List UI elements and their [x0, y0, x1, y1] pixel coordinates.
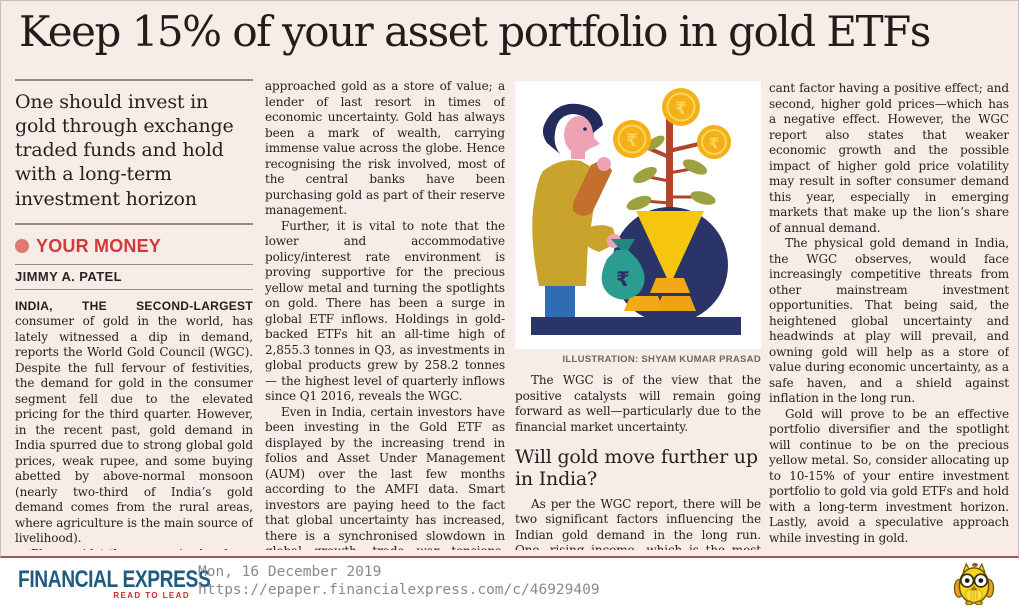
illustration-caption: ILLUSTRATION: SHYAM KUMAR PRASAD [562, 354, 761, 365]
article-body: cant factor having a positive effect; an… [769, 81, 1009, 546]
rupee-coin-icon: ₹ [662, 88, 700, 126]
article-column-3: ₹ ₹ ₹ [515, 81, 761, 550]
divider [15, 79, 253, 81]
thinking-man-figure [532, 103, 621, 317]
svg-text:₹: ₹ [709, 135, 719, 153]
clip-stamp: Mon, 16 December 2019 https://epaper.fin… [198, 563, 600, 599]
financial-express-wordmark: FINANCIAL EXPRESS [18, 566, 211, 593]
article-body: approached gold as a store of value; a l… [265, 79, 505, 550]
financial-express-tagline: READ TO LEAD [113, 591, 190, 600]
rupee-coin-icon: ₹ [697, 125, 731, 159]
financial-express-logo: FINANCIAL EXPRESS READ TO LEAD [18, 566, 258, 600]
article-paragraph: The physical gold demand in India, the W… [769, 236, 1009, 405]
article-column-4: cant factor having a positive effect; an… [769, 81, 1009, 550]
article-headline: Keep 15% of your asset portfolio in gold… [19, 7, 931, 56]
gold-tree-illustration: ₹ ₹ ₹ [515, 81, 761, 349]
rupee-coin-icon: ₹ [613, 120, 651, 158]
clip-date: Mon, 16 December 2019 [198, 564, 382, 580]
article-body: INDIA, THE SECOND-LARGEST consumer of go… [15, 299, 253, 550]
article-lead-in: INDIA, THE SECOND-LARGEST [15, 298, 253, 313]
section-kicker-label: YOUR MONEY [36, 235, 162, 256]
gold-bars-icon [612, 207, 728, 323]
article-paragraph: The WGC is of the view that the positive… [515, 373, 761, 434]
divider [15, 263, 253, 265]
article-subhead: Will gold move further up in India? [515, 446, 758, 491]
ground-bar-shape [531, 317, 741, 335]
section-kicker: YOUR MONEY [15, 236, 253, 257]
money-bag-icon: ₹ [601, 239, 645, 300]
article-paragraph: Gold will prove to be an effective portf… [769, 406, 1009, 545]
newspaper-clip: Keep 15% of your asset portfolio in gold… [0, 0, 1019, 558]
clip-url-link[interactable]: https://epaper.financialexpress.com/c/46… [198, 582, 600, 598]
article-column-1: One should invest in gold through exchan… [15, 79, 253, 550]
article-paragraph: INDIA, THE SECOND-LARGEST consumer of go… [15, 299, 253, 547]
article-paragraph-text: consumer of gold in the world, has latel… [15, 314, 253, 546]
svg-text:₹: ₹ [626, 131, 638, 151]
article-paragraph: Further, it is vital to note that the lo… [265, 218, 505, 404]
article-paragraph: Even in India, certain investors have be… [265, 404, 505, 551]
article-paragraph: cant factor having a positive effect; an… [769, 81, 1009, 235]
epaper-footer: FINANCIAL EXPRESS READ TO LEAD Mon, 16 D… [0, 560, 1021, 606]
divider [15, 222, 253, 225]
divider [15, 288, 253, 290]
article-body: As per the WGC report, there will be two… [515, 497, 761, 550]
svg-text:₹: ₹ [616, 267, 630, 291]
svg-text:₹: ₹ [675, 99, 687, 119]
article-byline: JIMMY A. PATEL [15, 268, 122, 284]
bullet-icon [15, 239, 29, 254]
article-column-2: approached gold as a store of value; a l… [265, 79, 505, 550]
article-standfirst: One should invest in gold through exchan… [15, 91, 234, 210]
article-paragraph: Plus, amidst the economic slowdown and l… [15, 547, 253, 550]
article-paragraph: As per the WGC report, there will be two… [515, 496, 761, 550]
owl-mascot-icon[interactable] [953, 562, 995, 606]
article-body: The WGC is of the view that the positive… [515, 373, 761, 435]
article-paragraph: approached gold as a store of value; a l… [265, 79, 505, 217]
